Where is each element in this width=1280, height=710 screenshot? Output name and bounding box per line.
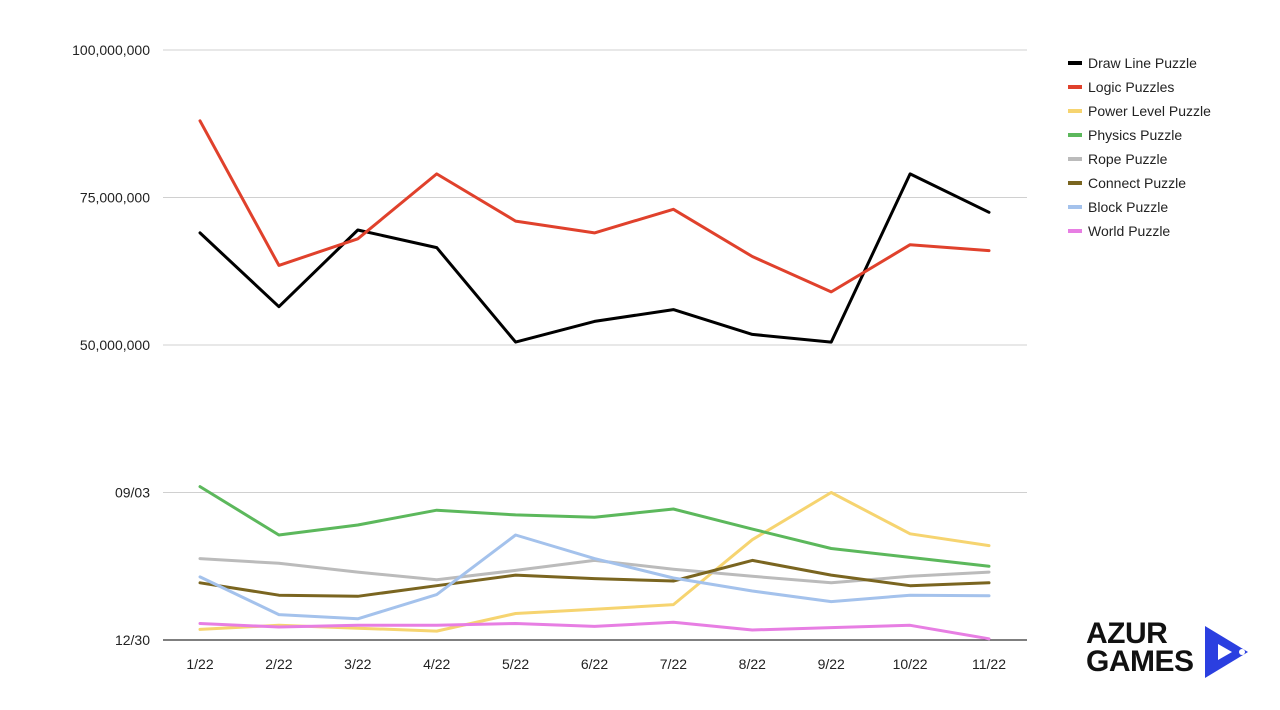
series-line-rope-puzzle — [198, 557, 991, 585]
y-tick-label: 100,000,000 — [72, 42, 150, 58]
legend-label: Power Level Puzzle — [1088, 103, 1211, 119]
series-line-physics-puzzle — [198, 485, 991, 568]
legend: Draw Line Puzzle Logic Puzzles Power Level… — [1068, 55, 1211, 239]
series-lines — [198, 119, 991, 641]
x-tick-label: 4/22 — [423, 656, 450, 672]
y-tick-label: 09/03 — [115, 485, 150, 501]
gridlines — [163, 49, 1027, 493]
series-line-logic-puzzles — [198, 119, 991, 294]
x-tick-label: 5/22 — [502, 656, 529, 672]
legend-label: Physics Puzzle — [1088, 127, 1182, 143]
legend-label: Rope Puzzle — [1088, 151, 1168, 167]
x-tick-label: 9/22 — [818, 656, 845, 672]
series-line-draw-line-puzzle — [198, 172, 991, 344]
y-tick-label: 50,000,000 — [80, 337, 150, 353]
legend-label: Draw Line Puzzle — [1088, 55, 1197, 71]
series-line-connect-puzzle — [198, 558, 991, 598]
x-tick-label: 8/22 — [739, 656, 766, 672]
x-tick-label: 10/22 — [893, 656, 928, 672]
x-tick-label: 2/22 — [265, 656, 292, 672]
x-tick-label: 3/22 — [344, 656, 371, 672]
azur-games-logo: AZUR GAMES — [1086, 617, 1256, 684]
legend-label: Connect Puzzle — [1088, 175, 1186, 191]
y-tick-label: 75,000,000 — [80, 190, 150, 206]
x-tick-label: 11/22 — [972, 656, 1006, 672]
play-triangle-icon — [1205, 626, 1248, 678]
series-line-block-puzzle — [198, 533, 991, 621]
x-tick-label: 7/22 — [660, 656, 687, 672]
legend-label: Block Puzzle — [1088, 199, 1168, 215]
series-line-world-puzzle — [198, 620, 991, 641]
logo-word-games: GAMES — [1086, 645, 1194, 678]
y-tick-label: 12/30 — [115, 632, 150, 648]
legend-label: World Puzzle — [1088, 223, 1170, 239]
x-tick-label: 1/22 — [186, 656, 213, 672]
legend-label: Logic Puzzles — [1088, 79, 1174, 95]
x-axis: 1/22 2/22 3/22 4/22 5/22 6/22 7/22 8/22 9/22 10/2… — [163, 639, 1027, 672]
x-tick-label: 6/22 — [581, 656, 608, 672]
y-axis-ticks: 12/30 09/03 50,000,000 75,000,000 100,000,00… — [72, 42, 150, 648]
logo-word-azur: AZUR — [1086, 617, 1168, 650]
